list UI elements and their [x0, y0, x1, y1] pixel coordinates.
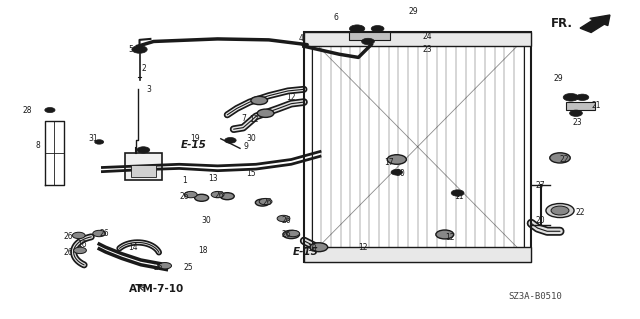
Circle shape — [184, 191, 197, 198]
Text: 15: 15 — [246, 169, 256, 178]
Circle shape — [551, 206, 569, 215]
Text: ATM-7-10: ATM-7-10 — [129, 284, 184, 294]
Text: 26: 26 — [282, 230, 291, 239]
Text: 13: 13 — [208, 174, 218, 183]
Circle shape — [550, 153, 570, 163]
Circle shape — [195, 194, 209, 201]
Text: 27: 27 — [536, 181, 546, 189]
Bar — [566, 102, 595, 110]
Text: 19: 19 — [190, 134, 200, 143]
Bar — [349, 32, 390, 40]
Circle shape — [45, 108, 55, 113]
Circle shape — [132, 46, 147, 53]
Bar — [125, 153, 162, 180]
Text: 5: 5 — [128, 45, 133, 54]
Text: 16: 16 — [77, 240, 86, 249]
Circle shape — [349, 25, 365, 33]
Text: 21: 21 — [592, 101, 602, 110]
Text: 8: 8 — [36, 141, 40, 150]
Circle shape — [570, 110, 582, 116]
Text: 26: 26 — [154, 263, 163, 272]
Text: 1: 1 — [182, 176, 187, 185]
Text: 10: 10 — [307, 244, 317, 253]
Text: 26: 26 — [214, 191, 224, 200]
Text: 30: 30 — [396, 169, 405, 178]
Text: E-15: E-15 — [292, 247, 318, 257]
Circle shape — [259, 198, 272, 205]
Text: 30: 30 — [246, 134, 256, 143]
Text: FR.: FR. — [551, 18, 573, 30]
Text: 7: 7 — [241, 114, 246, 122]
Text: 22: 22 — [576, 208, 586, 217]
Text: 29: 29 — [408, 7, 418, 16]
Circle shape — [137, 147, 150, 153]
Text: 26: 26 — [179, 192, 189, 201]
Text: 20: 20 — [536, 216, 546, 225]
Circle shape — [72, 232, 85, 239]
Text: 29: 29 — [554, 74, 563, 83]
Bar — [304, 247, 531, 262]
Text: 26: 26 — [64, 232, 74, 241]
Text: 6: 6 — [333, 13, 338, 22]
Bar — [304, 32, 531, 46]
Circle shape — [387, 155, 406, 164]
Circle shape — [436, 230, 454, 239]
Text: 12: 12 — [287, 93, 296, 102]
Circle shape — [220, 193, 234, 200]
Circle shape — [93, 230, 106, 237]
Circle shape — [277, 215, 290, 222]
Bar — [304, 32, 531, 262]
Text: 26: 26 — [99, 229, 109, 238]
Text: 28: 28 — [22, 106, 32, 115]
Text: SZ3A-B0510: SZ3A-B0510 — [509, 292, 563, 300]
Text: 11: 11 — [454, 192, 464, 201]
Text: 18: 18 — [198, 246, 208, 255]
Text: 12: 12 — [445, 233, 454, 242]
Text: 4: 4 — [298, 34, 303, 43]
Text: 31: 31 — [88, 134, 98, 143]
Circle shape — [74, 247, 86, 254]
Circle shape — [371, 26, 384, 32]
Circle shape — [546, 204, 574, 218]
Circle shape — [287, 230, 300, 237]
Text: 30: 30 — [202, 216, 211, 225]
Text: 12: 12 — [358, 243, 368, 252]
Text: 26: 26 — [282, 216, 291, 225]
Circle shape — [283, 230, 300, 239]
Text: 23: 23 — [573, 118, 582, 127]
Circle shape — [310, 243, 328, 252]
Text: 9: 9 — [243, 142, 248, 151]
Text: 17: 17 — [384, 158, 394, 167]
Bar — [312, 36, 524, 258]
Text: 24: 24 — [422, 32, 432, 41]
Circle shape — [95, 140, 104, 144]
Circle shape — [362, 38, 374, 45]
Circle shape — [563, 93, 579, 101]
Text: 26: 26 — [262, 198, 272, 207]
Text: 3: 3 — [146, 85, 151, 94]
Text: 23: 23 — [422, 45, 432, 54]
Circle shape — [391, 169, 403, 175]
Text: 2: 2 — [141, 64, 147, 73]
Text: 12: 12 — [250, 115, 259, 124]
Text: E-15: E-15 — [180, 140, 206, 150]
Circle shape — [211, 191, 224, 198]
Bar — [131, 165, 156, 177]
FancyArrow shape — [580, 15, 610, 33]
Circle shape — [576, 94, 589, 100]
Circle shape — [251, 96, 268, 105]
Circle shape — [451, 190, 464, 196]
Circle shape — [257, 109, 274, 117]
Text: 26: 26 — [64, 248, 74, 256]
Circle shape — [225, 137, 236, 143]
Text: 25: 25 — [184, 263, 194, 272]
Circle shape — [159, 263, 172, 269]
Circle shape — [255, 199, 269, 206]
Text: 22: 22 — [560, 155, 570, 164]
Text: 14: 14 — [128, 243, 138, 252]
